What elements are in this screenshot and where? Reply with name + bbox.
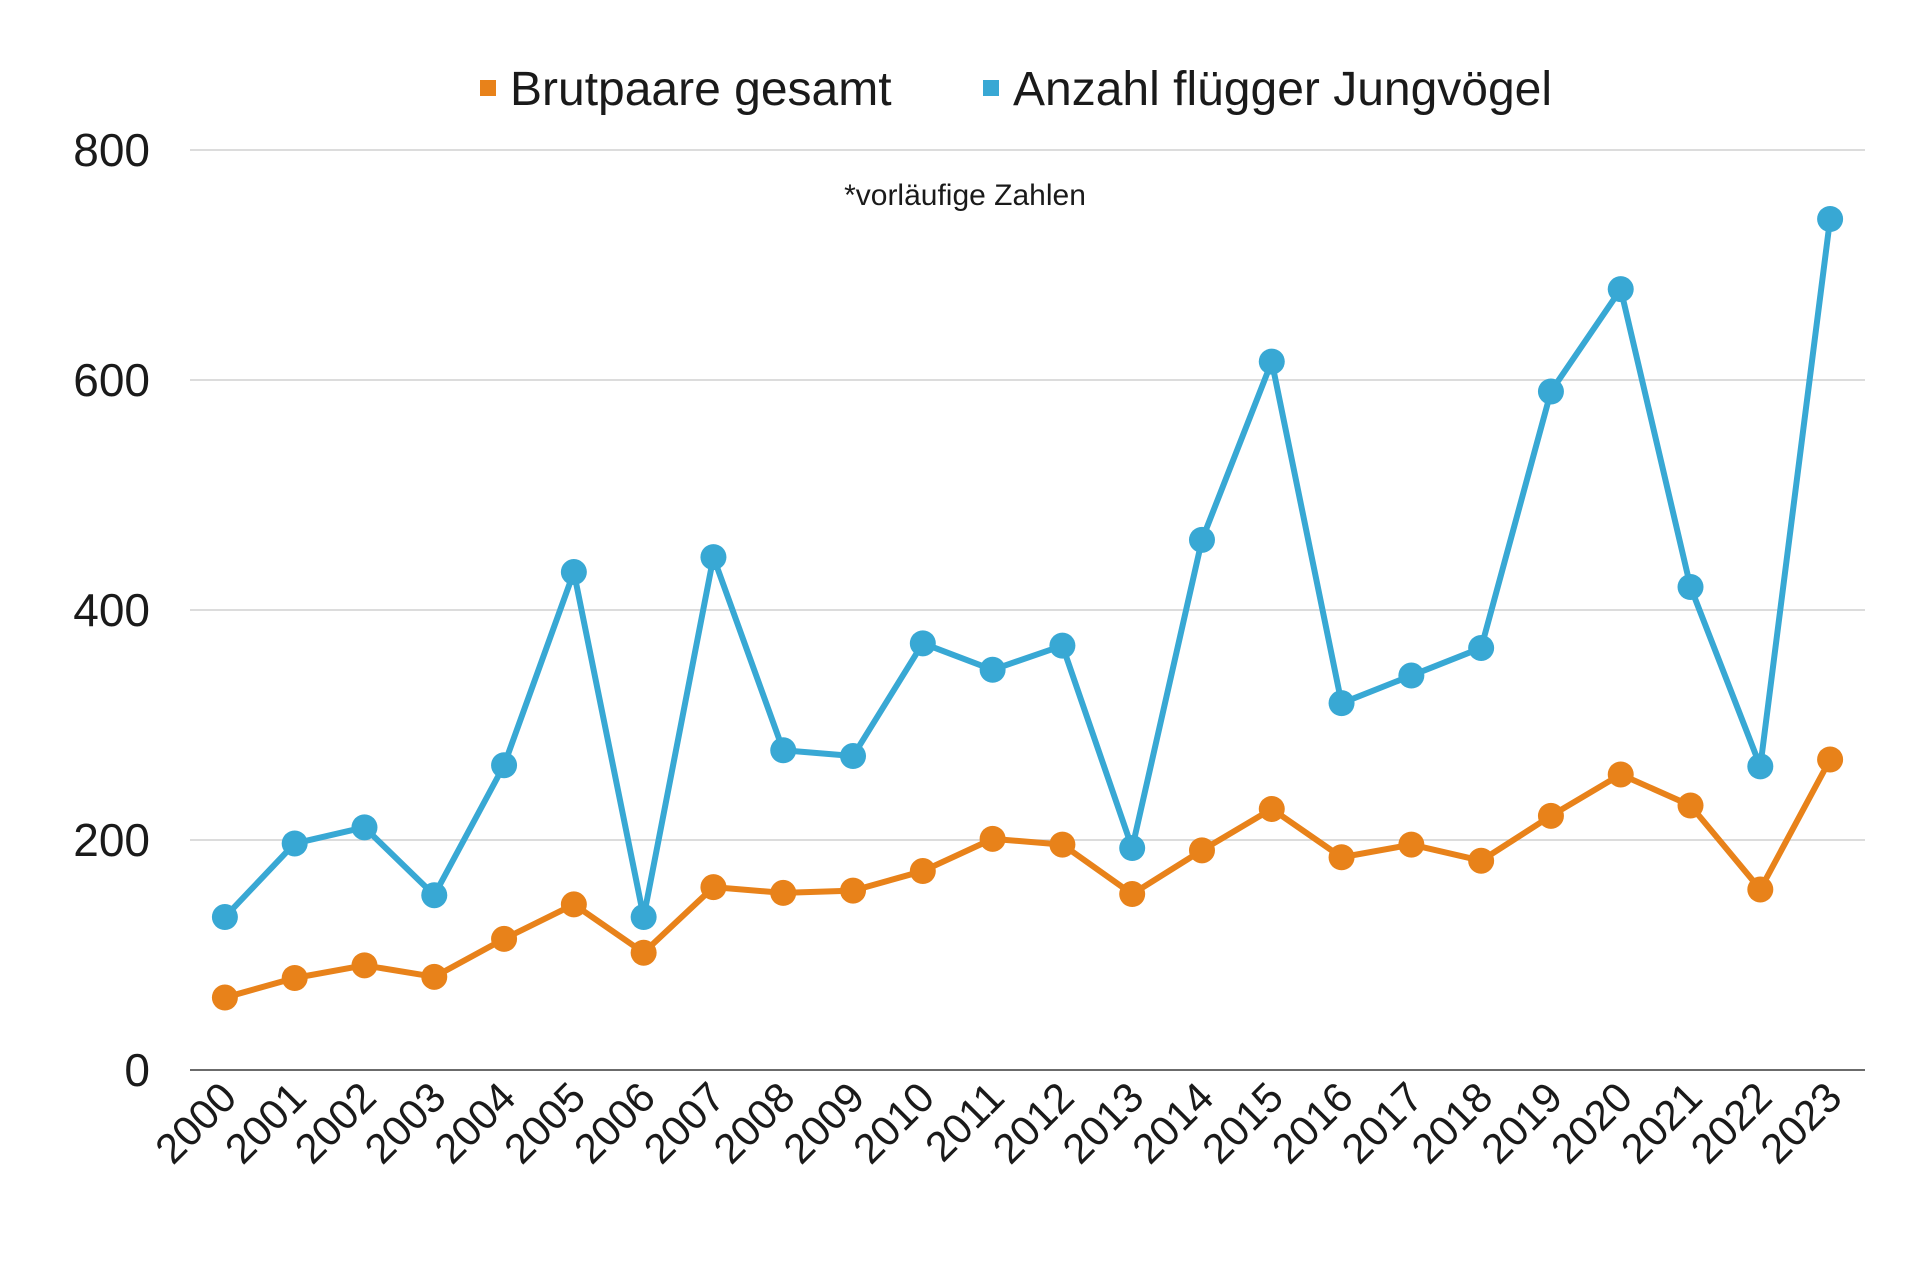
- series-group: [211, 206, 1844, 1011]
- data-point: [630, 939, 657, 966]
- data-point: [351, 952, 378, 979]
- data-point: [1258, 795, 1285, 822]
- data-point: [1747, 753, 1774, 780]
- data-point: [351, 814, 378, 841]
- data-point: [770, 879, 797, 906]
- x-tick-label: 2009: [774, 1073, 873, 1172]
- x-tick-label: 2018: [1402, 1073, 1501, 1172]
- data-point: [1817, 746, 1844, 773]
- data-point: [1258, 348, 1285, 375]
- gridlines: [190, 149, 1865, 1071]
- data-point: [560, 891, 587, 918]
- data-point: [770, 737, 797, 764]
- x-tick-label: 2004: [425, 1073, 524, 1172]
- y-tick-label: 800: [73, 124, 150, 176]
- data-point: [909, 858, 936, 885]
- x-tick-label: 2003: [355, 1073, 454, 1172]
- legend-swatch: [983, 80, 999, 96]
- x-tick-label: 2013: [1053, 1073, 1152, 1172]
- x-tick-label: 2006: [565, 1073, 664, 1172]
- x-tick-label: 2002: [286, 1073, 385, 1172]
- data-point: [560, 559, 587, 586]
- data-point: [211, 904, 238, 931]
- data-point: [1049, 632, 1076, 659]
- data-point: [491, 752, 518, 779]
- data-point: [421, 882, 448, 909]
- x-axis-ticks: 2000200120022003200420052006200720082009…: [146, 1073, 1851, 1172]
- data-point: [1747, 876, 1774, 903]
- x-tick-label: 2005: [495, 1073, 594, 1172]
- series-2: [211, 206, 1844, 931]
- data-point: [1677, 574, 1704, 600]
- x-tick-label: 2022: [1681, 1073, 1780, 1172]
- data-point: [1119, 835, 1146, 862]
- x-tick-label: 2016: [1263, 1073, 1362, 1172]
- x-tick-label: 2023: [1751, 1073, 1850, 1172]
- data-point: [1188, 837, 1215, 864]
- series-1: [211, 746, 1844, 1011]
- data-point: [491, 925, 518, 952]
- data-point: [1468, 847, 1495, 874]
- x-tick-label: 2001: [216, 1073, 315, 1172]
- x-tick-label: 2020: [1542, 1073, 1641, 1172]
- data-point: [1049, 831, 1076, 858]
- annotation-note: *vorläufige Zahlen: [844, 179, 1086, 212]
- data-point: [1398, 831, 1425, 858]
- data-point: [421, 963, 448, 990]
- y-tick-label: 600: [73, 354, 150, 406]
- legend-label: Anzahl flügger Jungvögel: [1013, 63, 1552, 116]
- data-point: [979, 825, 1006, 852]
- data-point: [1607, 276, 1634, 303]
- data-point: [700, 544, 727, 571]
- data-point: [1328, 844, 1355, 871]
- x-tick-label: 2021: [1612, 1073, 1711, 1172]
- data-point: [211, 984, 238, 1011]
- x-tick-label: 2000: [146, 1073, 245, 1172]
- x-tick-label: 2007: [634, 1073, 733, 1172]
- x-tick-label: 2011: [916, 1073, 1013, 1170]
- data-point: [1468, 634, 1495, 661]
- data-point: [1677, 792, 1704, 819]
- series-line: [222, 218, 1834, 921]
- data-point: [281, 965, 308, 991]
- x-tick-label: 2017: [1332, 1073, 1431, 1172]
- data-point: [1398, 662, 1425, 689]
- data-point: [840, 877, 867, 904]
- legend-label: Brutpaare gesamt: [510, 63, 892, 116]
- data-point: [281, 830, 308, 857]
- data-point: [979, 656, 1006, 683]
- x-tick-label: 2015: [1193, 1073, 1292, 1172]
- data-point: [700, 874, 727, 901]
- y-tick-label: 200: [73, 814, 150, 866]
- data-point: [840, 743, 867, 770]
- data-point: [1119, 881, 1146, 908]
- y-axis-ticks: 0 200 400 600 800: [73, 124, 150, 1096]
- x-tick-label: 2019: [1472, 1073, 1571, 1172]
- x-tick-label: 2008: [704, 1073, 803, 1172]
- y-tick-label: 400: [73, 584, 150, 636]
- data-point: [1607, 761, 1634, 788]
- legend: Brutpaare gesamt Anzahl flügger Jungvögel: [480, 63, 1552, 116]
- x-tick-label: 2010: [844, 1073, 943, 1172]
- data-point: [1328, 690, 1355, 717]
- x-tick-label: 2014: [1123, 1073, 1222, 1172]
- data-point: [1188, 526, 1215, 553]
- data-point: [1537, 802, 1564, 829]
- data-point: [1537, 378, 1564, 405]
- legend-swatch: [480, 80, 496, 96]
- data-point: [1817, 206, 1844, 232]
- data-point: [630, 904, 657, 931]
- y-tick-label: 0: [124, 1044, 150, 1096]
- series-line: [224, 758, 1833, 1001]
- data-point: [909, 630, 936, 657]
- x-tick-label: 2012: [983, 1073, 1082, 1172]
